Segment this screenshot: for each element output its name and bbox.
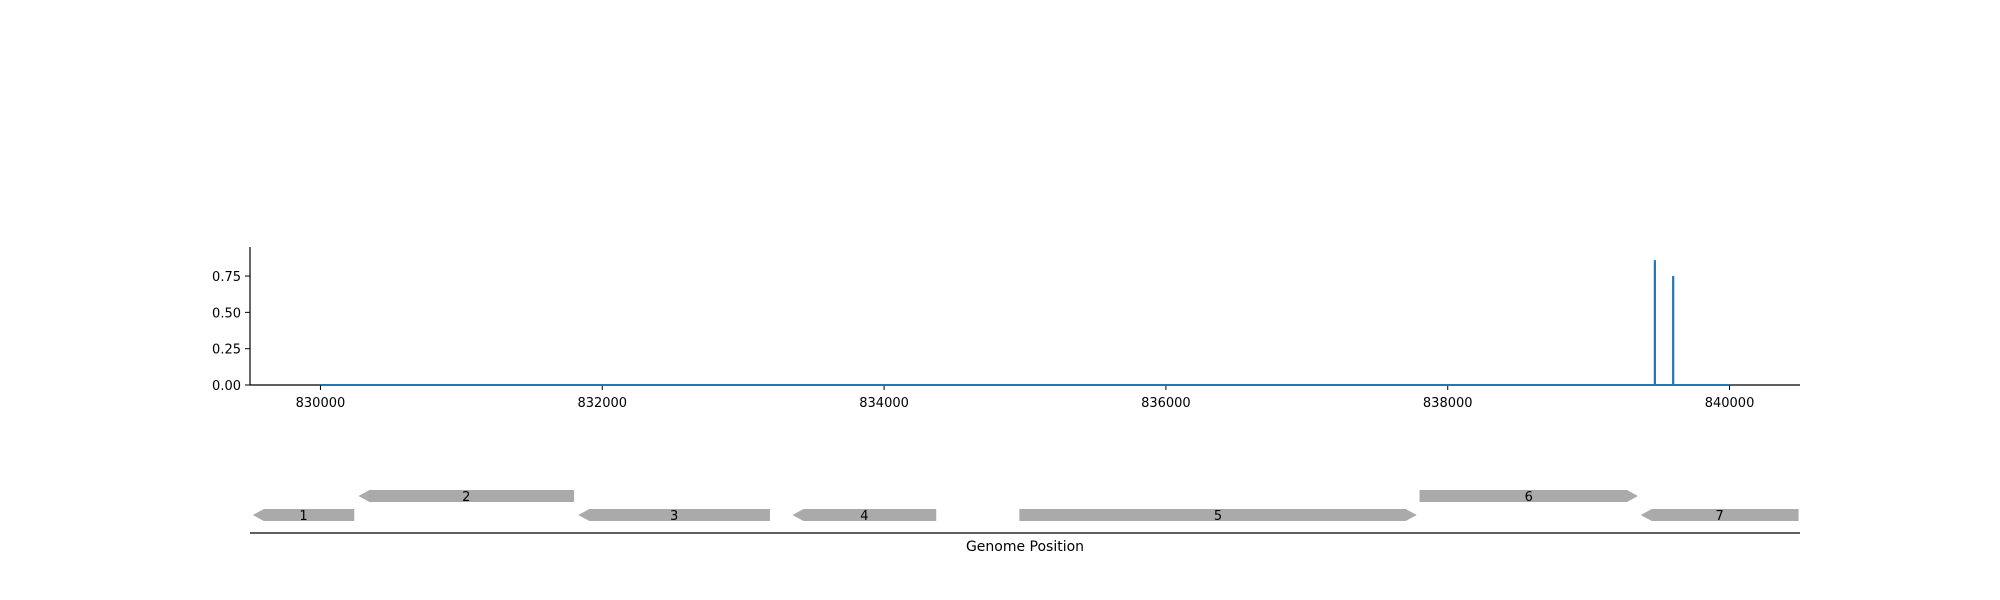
x-tick-label: 830000 <box>296 396 346 411</box>
gene-arrow-5: 5 <box>1019 509 1417 524</box>
gene-label: 5 <box>1214 509 1222 524</box>
gene-label: 4 <box>860 509 868 524</box>
x-tick-label: 838000 <box>1423 396 1473 411</box>
x-tick-label: 840000 <box>1705 396 1755 411</box>
gene-arrow-3: 3 <box>578 509 770 524</box>
signal-series <box>320 260 1730 386</box>
gene-label: 1 <box>299 509 307 524</box>
y-tick-label: 0.25 <box>212 343 241 358</box>
gene-arrow-1: 1 <box>252 509 355 524</box>
gene-arrow-6: 6 <box>1419 490 1638 505</box>
gene-arrow-4: 4 <box>792 509 937 524</box>
gene-shape <box>1019 509 1417 521</box>
x-tick-label: 836000 <box>1141 396 1191 411</box>
gene-label: 6 <box>1525 490 1533 505</box>
gene-shape <box>1640 509 1799 521</box>
y-tick-label: 0.50 <box>212 306 241 321</box>
gene-label: 3 <box>670 509 678 524</box>
gene-label: 7 <box>1716 509 1724 524</box>
gene-shape <box>358 490 575 502</box>
gene-shape <box>792 509 937 521</box>
y-tick-label: 0.00 <box>212 379 241 394</box>
gene-arrow-2: 2 <box>358 490 575 505</box>
signal-plot: 0.00 0.25 0.50 0.75 830000 832000 834000 836000… <box>212 247 1800 411</box>
gene-label: 2 <box>462 490 470 505</box>
gene-track: 1 2 3 4 5 6 7 <box>250 490 1800 534</box>
gene-shape <box>252 509 355 521</box>
x-tick-label: 832000 <box>577 396 627 411</box>
x-tick-label: 834000 <box>859 396 909 411</box>
gene-arrow-7: 7 <box>1640 509 1799 524</box>
y-tick-label: 0.75 <box>212 270 241 285</box>
gene-shape <box>1419 490 1638 502</box>
gene-shape <box>578 509 770 521</box>
x-axis-title: Genome Position <box>966 539 1084 555</box>
